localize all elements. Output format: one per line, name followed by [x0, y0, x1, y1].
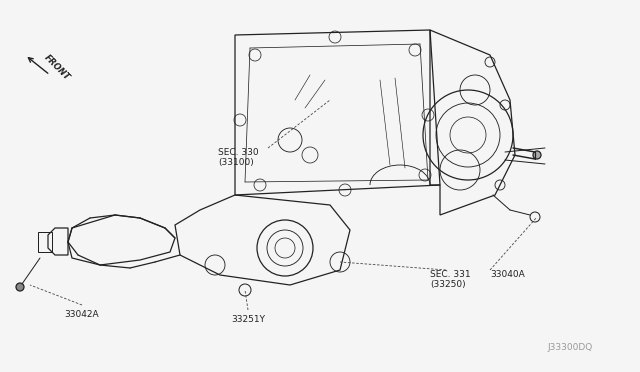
Circle shape — [533, 151, 541, 159]
Text: SEC. 331
(33250): SEC. 331 (33250) — [430, 270, 470, 289]
Text: 33042A: 33042A — [65, 310, 99, 319]
Text: 33251Y: 33251Y — [231, 315, 265, 324]
Text: FRONT: FRONT — [42, 54, 71, 83]
Text: 33040A: 33040A — [490, 270, 525, 279]
Text: J33300DQ: J33300DQ — [548, 343, 593, 352]
Text: SEC. 330
(33100): SEC. 330 (33100) — [218, 148, 259, 167]
Circle shape — [16, 283, 24, 291]
